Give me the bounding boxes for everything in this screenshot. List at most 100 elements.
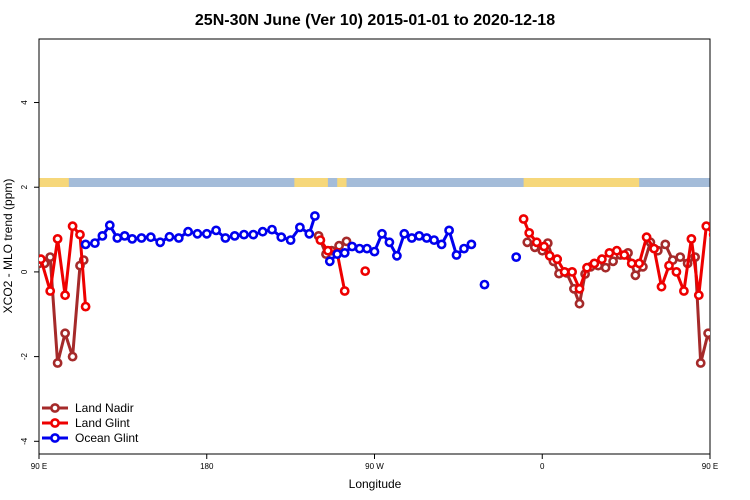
- data-point-land-glint: [60, 290, 70, 301]
- data-point-ocean-glint: [399, 228, 410, 239]
- data-point-land-glint: [315, 235, 326, 245]
- data-point-land-glint: [664, 260, 674, 271]
- data-point-ocean-glint: [136, 233, 147, 243]
- data-point-land-nadir: [719, 262, 726, 269]
- y-tick-label: -2: [20, 353, 29, 361]
- land-band: [337, 178, 347, 187]
- data-point-land-glint: [582, 262, 592, 273]
- data-point-ocean-glint: [347, 241, 357, 252]
- data-point-ocean-glint: [451, 250, 462, 260]
- data-point-ocean-glint: [220, 233, 231, 243]
- data-point-land-glint: [75, 229, 85, 240]
- data-point-land-glint: [524, 227, 535, 238]
- data-point-land-nadir: [67, 351, 78, 362]
- data-point-land-nadir: [695, 358, 706, 368]
- land-band: [39, 178, 69, 187]
- data-point-ocean-glint: [183, 226, 193, 237]
- series-ocean-glint: [80, 211, 750, 290]
- chart-title: 25N-30N June (Ver 10) 2015-01-01 to 2020…: [195, 12, 555, 29]
- legend-label: Land Glint: [75, 416, 130, 430]
- plot-frame: [38, 38, 711, 455]
- data-point-land-nadir: [712, 353, 719, 360]
- data-point-land-glint: [641, 232, 652, 243]
- legend-swatch-marker: [50, 403, 60, 413]
- data-point-ocean-glint: [239, 229, 249, 240]
- series-layer: [39, 211, 750, 368]
- legend-swatch-marker: [50, 433, 60, 443]
- data-point-ocean-glint: [384, 237, 395, 248]
- data-point-ocean-glint: [294, 222, 305, 233]
- data-point-ocean-glint: [479, 279, 490, 290]
- data-point-land-glint: [322, 245, 333, 256]
- data-point-ocean-glint: [119, 230, 130, 241]
- legend-item-ocean-glint: Ocean Glint: [42, 431, 139, 445]
- data-point-ocean-glint: [192, 228, 203, 239]
- x-tick-label: 90 W: [365, 462, 384, 471]
- data-point-ocean-glint: [444, 225, 454, 236]
- data-point-land-nadir: [608, 256, 618, 267]
- data-point-land-nadir: [660, 239, 671, 250]
- x-tick-label: 90 E: [702, 462, 718, 471]
- data-point-land-nadir: [522, 237, 533, 248]
- data-point-ocean-glint: [90, 238, 100, 248]
- data-point-ocean-glint: [145, 232, 156, 243]
- data-point-land-glint: [531, 237, 542, 248]
- data-point-land-glint: [539, 241, 549, 252]
- data-point-land-nadir: [723, 257, 730, 264]
- data-point-ocean-glint: [377, 228, 387, 239]
- data-point-land-glint: [686, 233, 697, 244]
- data-point-ocean-glint: [459, 243, 469, 254]
- data-point-land-glint: [649, 243, 659, 254]
- data-point-land-nadir: [675, 252, 686, 262]
- data-point-land-glint: [693, 290, 704, 301]
- y-tick-label: 2: [20, 184, 29, 189]
- data-point-land-glint: [45, 286, 56, 296]
- data-point-land-glint: [360, 266, 371, 276]
- data-point-ocean-glint: [721, 241, 728, 248]
- data-point-land-glint: [339, 286, 350, 296]
- data-point-ocean-glint: [391, 250, 402, 261]
- data-point-ocean-glint: [369, 246, 380, 257]
- data-point-ocean-glint: [127, 233, 138, 244]
- data-point-ocean-glint: [257, 226, 268, 237]
- data-point-land-glint: [597, 254, 607, 265]
- data-point-land-glint: [67, 221, 78, 232]
- data-point-land-glint: [559, 266, 570, 277]
- data-point-ocean-glint: [267, 224, 277, 235]
- data-point-ocean-glint: [736, 234, 743, 241]
- ocean-band: [39, 178, 710, 187]
- data-point-land-nadir: [45, 252, 56, 262]
- data-point-ocean-glint: [211, 225, 221, 236]
- data-point-ocean-glint: [97, 230, 108, 241]
- data-point-ocean-glint: [744, 222, 750, 229]
- data-point-land-glint: [671, 266, 682, 277]
- data-point-land-glint: [552, 254, 563, 265]
- data-point-land-glint: [611, 245, 622, 256]
- y-tick-label: -4: [20, 437, 29, 445]
- y-tick-label: 4: [20, 100, 29, 105]
- y-axis: -4 -2 0 2 4: [20, 100, 39, 445]
- data-point-ocean-glint: [248, 229, 259, 240]
- data-point-land-nadir: [574, 298, 585, 309]
- series-land-glint: [39, 214, 725, 312]
- data-point-land-glint: [656, 281, 667, 292]
- data-point-land-nadir: [630, 270, 641, 281]
- data-point-ocean-glint: [324, 256, 335, 267]
- data-point-land-glint: [567, 266, 577, 277]
- data-point-land-glint: [708, 231, 710, 238]
- data-point-ocean-glint: [155, 237, 166, 248]
- data-point-land-glint: [589, 258, 600, 269]
- data-point-ocean-glint: [309, 211, 320, 221]
- data-point-land-glint: [626, 258, 637, 269]
- land-band: [744, 178, 750, 187]
- data-point-land-nadir: [703, 328, 710, 339]
- data-point-ocean-glint: [285, 235, 296, 245]
- data-point-land-nadir: [600, 262, 611, 273]
- legend-item-land-glint: Land Glint: [42, 416, 130, 430]
- legend-swatch-marker: [50, 418, 60, 428]
- data-point-land-glint: [718, 303, 725, 310]
- data-point-ocean-glint: [229, 230, 240, 241]
- legend-item-land-nadir: Land Nadir: [42, 401, 134, 415]
- legend-label: Land Nadir: [75, 401, 134, 415]
